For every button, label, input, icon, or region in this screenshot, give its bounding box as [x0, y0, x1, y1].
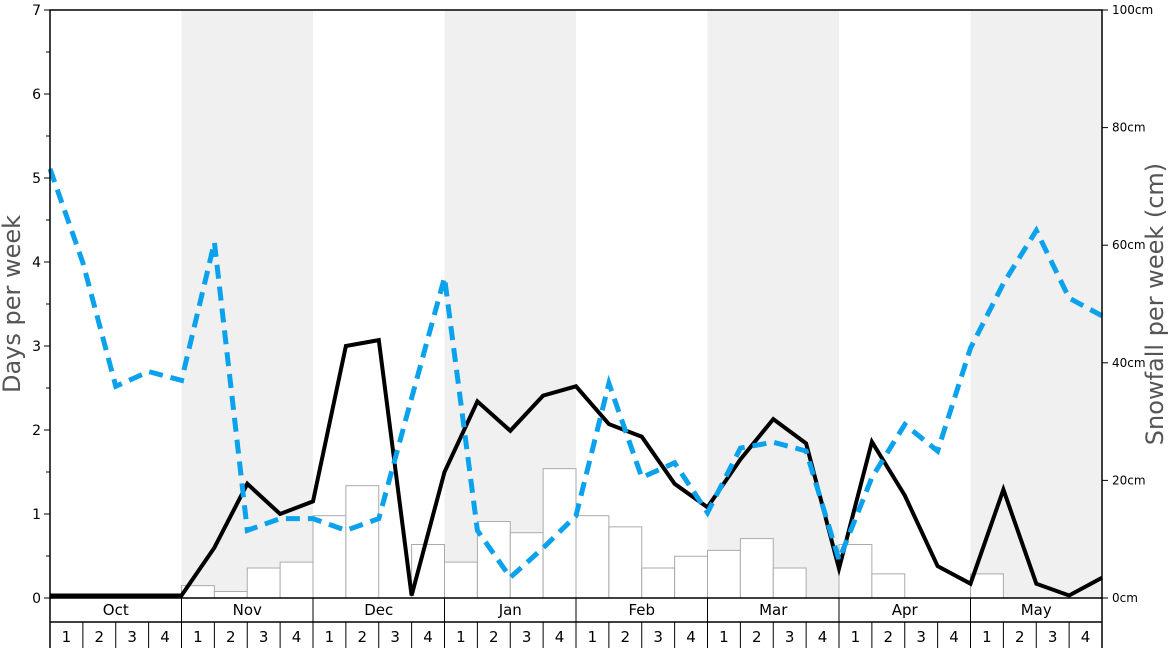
snowfall-bar-14 [476, 521, 511, 599]
month-band-nov [181, 10, 313, 598]
snowfall-bar-8 [279, 561, 314, 599]
right-axis-title: Snowfall per week (cm) [1141, 163, 1168, 445]
snowfall-bar-13 [444, 561, 478, 599]
week-label: 2 [884, 628, 894, 646]
week-label: 3 [785, 628, 795, 646]
snowfall-bar-20 [674, 555, 708, 599]
snowfall-bar-26 [871, 573, 906, 599]
month-label-mar: Mar [759, 601, 788, 619]
week-label: 1 [851, 628, 861, 646]
week-label: 1 [62, 628, 72, 646]
week-label: 4 [818, 628, 828, 646]
month-label-feb: Feb [628, 601, 655, 619]
week-label: 3 [1048, 628, 1058, 646]
week-label: 2 [752, 628, 762, 646]
week-label: 3 [127, 628, 137, 646]
snowfall-bar-15 [509, 532, 544, 599]
snowfall-bar-21 [707, 549, 741, 599]
week-label: 1 [982, 628, 992, 646]
week-label: 3 [390, 628, 400, 646]
right-axis: 0cm 20cm 40cm 60cm 80cm 100cm [1102, 3, 1153, 605]
week-label: 2 [95, 628, 105, 646]
week-label: 2 [226, 628, 236, 646]
week-label: 2 [358, 628, 368, 646]
left-axis: 0 1 2 3 4 5 6 7 [32, 3, 50, 607]
week-label: 4 [292, 628, 302, 646]
week-label: 4 [1081, 628, 1091, 646]
week-label: 1 [719, 628, 729, 646]
week-label: 4 [686, 628, 696, 646]
week-label: 4 [423, 628, 433, 646]
right-tick-label: 40cm [1112, 356, 1146, 370]
series-lines [47, 167, 1104, 598]
left-tick-label: 2 [32, 423, 41, 439]
month-label-nov: Nov [233, 601, 262, 619]
week-label: 4 [949, 628, 959, 646]
series-line-2 [47, 167, 1104, 582]
right-tick-label: 80cm [1112, 121, 1146, 135]
month-band-mar [707, 10, 839, 598]
week-label: 4 [160, 628, 170, 646]
snowfall-bar-16 [542, 468, 577, 599]
left-tick-label: 1 [32, 507, 41, 523]
week-label: 1 [456, 628, 466, 646]
series-line-1 [50, 337, 1103, 598]
week-label: 1 [325, 628, 335, 646]
snowfall-bar-18 [608, 526, 643, 599]
left-tick-label: 4 [32, 255, 41, 271]
snowfall-bar-10 [345, 485, 380, 599]
month-label-jan: Jan [498, 601, 522, 619]
left-tick-label: 7 [32, 3, 41, 19]
snowfall-bar-29 [970, 573, 1004, 599]
week-label: 3 [522, 628, 532, 646]
week-label: 3 [259, 628, 269, 646]
month-shading-bands [181, 10, 1102, 598]
week-label: 1 [588, 628, 598, 646]
week-label: 2 [1015, 628, 1025, 646]
snowfall-bar-23 [772, 567, 807, 599]
snowfall-bar-6 [213, 591, 248, 599]
right-tick-label: 100cm [1112, 3, 1153, 17]
week-label: 1 [193, 628, 203, 646]
week-label: 2 [489, 628, 499, 646]
month-label-may: May [1021, 601, 1052, 619]
left-tick-label: 3 [32, 339, 41, 355]
right-tick-label: 20cm [1112, 473, 1146, 487]
week-label: 2 [621, 628, 631, 646]
month-label-dec: Dec [364, 601, 393, 619]
week-label: 3 [916, 628, 926, 646]
snowfall-bar-17 [575, 515, 610, 599]
right-tick-label: 0cm [1112, 591, 1138, 605]
left-axis-title: Days per week [0, 215, 26, 393]
left-tick-label: 5 [32, 171, 41, 187]
week-label: 4 [555, 628, 565, 646]
snowfall-bar-22 [739, 538, 774, 599]
week-axis: 1 2 3 4 1 2 3 4 1 2 3 4 1 2 3 4 1 2 3 4 1 2 3 4 1 2 3 4 1 2 3 4 [62, 622, 1091, 648]
month-label-oct: Oct [103, 601, 129, 619]
week-label: 3 [653, 628, 663, 646]
snowfall-bar-19 [641, 567, 676, 599]
snowfall-bar-7 [246, 567, 281, 599]
right-tick-label: 60cm [1112, 238, 1146, 252]
left-tick-label: 6 [32, 87, 41, 103]
month-axis: Oct Nov Dec Jan Feb Mar Apr May [49, 598, 1103, 648]
month-label-apr: Apr [892, 601, 919, 619]
left-tick-label: 0 [32, 591, 41, 607]
